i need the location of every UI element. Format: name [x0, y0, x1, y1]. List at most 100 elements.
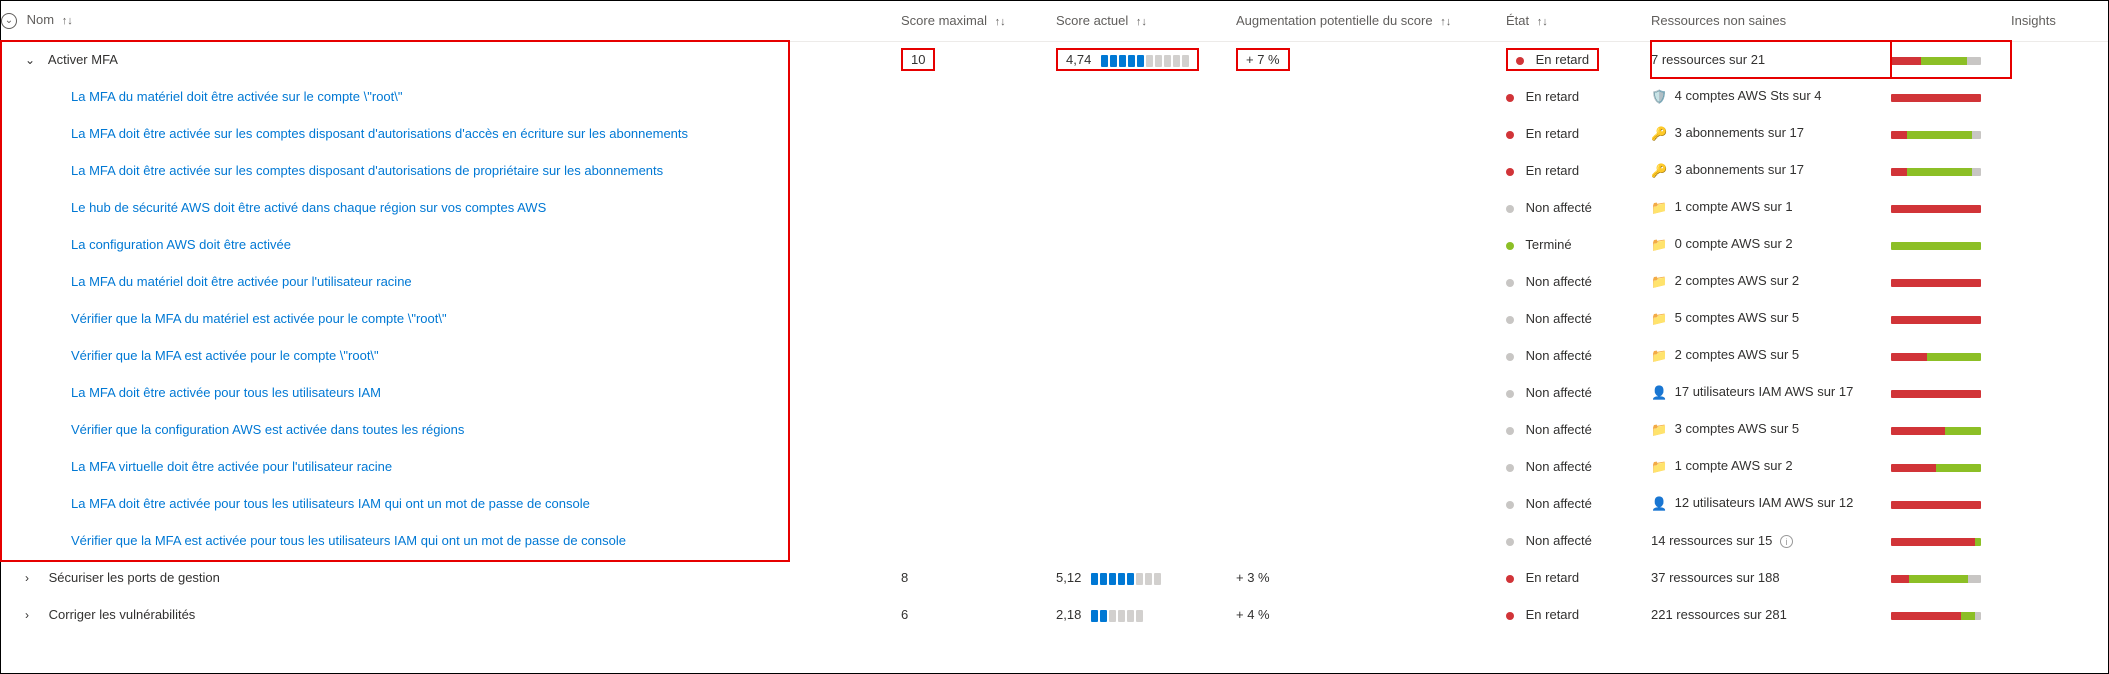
recommendation-link[interactable]: La MFA virtuelle doit être activée pour …	[71, 459, 392, 474]
resources-text: 1 compte AWS sur 1	[1675, 199, 1793, 214]
col-header-insights[interactable]: Insights	[2011, 1, 2108, 41]
col-header-current[interactable]: Score actuel ↑↓	[1056, 1, 1236, 41]
state-label: Terminé	[1525, 237, 1571, 252]
recommendation-link[interactable]: Vérifier que la MFA est activée pour le …	[71, 348, 379, 363]
status-dot	[1506, 242, 1514, 250]
status-dot	[1506, 390, 1514, 398]
col-header-increase-label: Augmentation potentielle du score	[1236, 13, 1433, 28]
highlight-box: + 7 %	[1236, 48, 1290, 71]
recommendation-row[interactable]: Vérifier que la MFA est activée pour le …	[1, 337, 2108, 374]
resource-type-icon: 🔑	[1651, 163, 1665, 179]
recommendation-link[interactable]: La MFA doit être activée pour tous les u…	[71, 496, 590, 511]
sort-icon: ↑↓	[1440, 16, 1451, 28]
score-blocks	[1091, 610, 1143, 622]
recommendation-row[interactable]: La MFA du matériel doit être activée pou…	[1, 263, 2108, 300]
recommendation-link[interactable]: Vérifier que la MFA du matériel est acti…	[71, 311, 447, 326]
state-label: Non affecté	[1526, 385, 1592, 400]
state-label: En retard	[1526, 570, 1579, 585]
resource-type-icon: 📁	[1651, 348, 1665, 364]
recommendation-row[interactable]: La MFA doit être activée sur les comptes…	[1, 152, 2108, 189]
status-dot	[1506, 464, 1514, 472]
sort-icon: ↑↓	[1136, 16, 1147, 28]
col-header-unhealthy[interactable]: Ressources non saines	[1651, 1, 2011, 41]
recommendation-row[interactable]: La MFA doit être activée pour tous les u…	[1, 485, 2108, 522]
resource-type-icon: 📁	[1651, 311, 1665, 327]
recommendation-link[interactable]: La MFA doit être activée pour tous les u…	[71, 385, 381, 400]
resource-type-icon: 📁	[1651, 422, 1665, 438]
col-header-max-label: Score maximal	[901, 13, 987, 28]
recommendation-link[interactable]: Vérifier que la configuration AWS est ac…	[71, 422, 464, 437]
resources-text: 1 compte AWS sur 2	[1675, 458, 1793, 473]
recommendation-link[interactable]: La MFA du matériel doit être activée pou…	[71, 274, 412, 289]
highlight-box: 10	[901, 48, 935, 71]
status-dot	[1506, 353, 1514, 361]
state-label: Non affecté	[1526, 496, 1592, 511]
recommendation-link[interactable]: La configuration AWS doit être activée	[71, 237, 291, 252]
health-bar	[1891, 279, 1981, 287]
chevron-icon[interactable]: ›	[25, 571, 41, 585]
group-row[interactable]: › Corriger les vulnérabilités 6 2,18 + 4…	[1, 596, 2108, 633]
chevron-icon[interactable]: ⌄	[25, 53, 41, 67]
recommendation-row[interactable]: La MFA virtuelle doit être activée pour …	[1, 448, 2108, 485]
sort-icon: ↑↓	[1537, 16, 1548, 28]
health-bar	[1891, 316, 1981, 324]
table-header-row: ⌄ Nom ↑↓ Score maximal ↑↓ Score actuel ↑…	[1, 1, 2108, 41]
col-header-increase[interactable]: Augmentation potentielle du score ↑↓	[1236, 1, 1506, 41]
recommendation-row[interactable]: Vérifier que la MFA est activée pour tou…	[1, 522, 2108, 559]
col-header-unhealthy-label: Ressources non saines	[1651, 13, 1786, 28]
status-dot	[1516, 57, 1524, 65]
col-header-max[interactable]: Score maximal ↑↓	[901, 1, 1056, 41]
recommendation-link[interactable]: Vérifier que la MFA est activée pour tou…	[71, 533, 626, 548]
health-bar	[1891, 501, 1981, 509]
recommendation-link[interactable]: Le hub de sécurité AWS doit être activé …	[71, 200, 546, 215]
recommendation-link[interactable]: La MFA du matériel doit être activée sur…	[71, 89, 403, 104]
recommendations-table-viewport[interactable]: ⌄ Nom ↑↓ Score maximal ↑↓ Score actuel ↑…	[1, 1, 2108, 673]
recommendation-row[interactable]: La MFA du matériel doit être activée sur…	[1, 78, 2108, 115]
resources-text: 7 ressources sur 21	[1651, 52, 1765, 67]
recommendation-row[interactable]: La configuration AWS doit être activée T…	[1, 226, 2108, 263]
resources-text: 17 utilisateurs IAM AWS sur 17	[1675, 384, 1854, 399]
resources-text: 12 utilisateurs IAM AWS sur 12	[1675, 495, 1854, 510]
recommendation-row[interactable]: La MFA doit être activée sur les comptes…	[1, 115, 2108, 152]
col-header-state[interactable]: État ↑↓	[1506, 1, 1651, 41]
current-score-value: 5,12	[1056, 570, 1081, 585]
chevron-icon[interactable]: ›	[25, 608, 41, 622]
state-label: En retard	[1526, 126, 1579, 141]
expand-all-icon[interactable]: ⌄	[1, 13, 17, 29]
health-bar	[1891, 390, 1981, 398]
sort-icon: ↑↓	[62, 15, 73, 27]
highlight-box: En retard	[1506, 48, 1599, 71]
resource-type-icon: 📁	[1651, 459, 1665, 475]
col-header-name[interactable]: ⌄ Nom ↑↓	[1, 1, 901, 41]
group-name: Sécuriser les ports de gestion	[49, 570, 220, 585]
score-blocks	[1101, 55, 1189, 67]
recommendation-link[interactable]: La MFA doit être activée sur les comptes…	[71, 163, 663, 178]
recommendation-row[interactable]: La MFA doit être activée pour tous les u…	[1, 374, 2108, 411]
highlight-box: 4,74	[1056, 48, 1199, 71]
info-icon[interactable]: i	[1780, 535, 1793, 548]
health-bar	[1891, 57, 1981, 65]
recommendation-row[interactable]: Vérifier que la MFA du matériel est acti…	[1, 300, 2108, 337]
status-dot	[1506, 612, 1514, 620]
recommendation-row[interactable]: Vérifier que la configuration AWS est ac…	[1, 411, 2108, 448]
recommendation-row[interactable]: Le hub de sécurité AWS doit être activé …	[1, 189, 2108, 226]
resources-text: 4 comptes AWS Sts sur 4	[1675, 88, 1822, 103]
resources-text: 3 abonnements sur 17	[1675, 162, 1804, 177]
resources-text: 3 abonnements sur 17	[1675, 125, 1804, 140]
resource-type-icon: 👤	[1651, 496, 1665, 512]
health-bar	[1891, 353, 1981, 361]
state-label: En retard	[1526, 89, 1579, 104]
group-name: Activer MFA	[48, 52, 118, 67]
resources-text: 14 ressources sur 15	[1651, 533, 1772, 548]
recommendation-link[interactable]: La MFA doit être activée sur les comptes…	[71, 126, 688, 141]
group-row[interactable]: ⌄ Activer MFA 10 4,74 + 7 % En retard 7 …	[1, 41, 2108, 78]
current-score-value: 2,18	[1056, 607, 1081, 622]
health-bar	[1891, 205, 1981, 213]
state-label: En retard	[1526, 607, 1579, 622]
health-bar	[1891, 427, 1981, 435]
health-bar	[1891, 131, 1981, 139]
status-dot	[1506, 279, 1514, 287]
state-label: Non affecté	[1526, 274, 1592, 289]
group-row[interactable]: › Sécuriser les ports de gestion 8 5,12 …	[1, 559, 2108, 596]
status-dot	[1506, 131, 1514, 139]
